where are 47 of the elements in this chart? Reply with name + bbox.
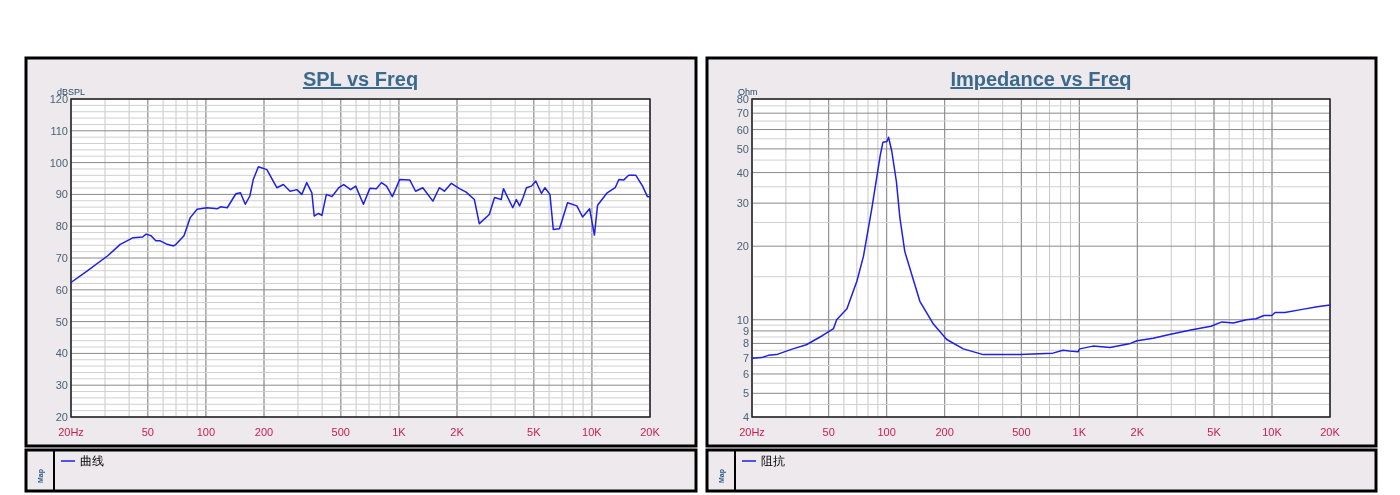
x-tick-label: 50 bbox=[141, 426, 154, 438]
y-tick-label: 100 bbox=[49, 156, 68, 169]
x-tick-label: 5K bbox=[527, 426, 542, 438]
y-tick-label: 9 bbox=[742, 324, 749, 337]
y-tick-label: 50 bbox=[736, 142, 749, 155]
y-tick-label: 110 bbox=[50, 124, 68, 137]
y-tick-label: 30 bbox=[55, 379, 68, 392]
x-tick-label: 200 bbox=[254, 426, 274, 438]
y-tick-label: 60 bbox=[55, 283, 68, 296]
x-tick-label: 100 bbox=[196, 426, 216, 438]
x-tick-label: 1K bbox=[1072, 426, 1087, 438]
y-tick-label: 40 bbox=[736, 166, 749, 179]
y-tick-label: 70 bbox=[736, 107, 749, 120]
y-tick-label: 7 bbox=[742, 351, 749, 364]
y-tick-label: 5 bbox=[742, 387, 749, 400]
x-tick-label: 10K bbox=[582, 426, 603, 438]
x-tick-label: 10K bbox=[1262, 426, 1283, 438]
x-tick-label: 20Hz bbox=[58, 426, 84, 438]
x-tick-label: 100 bbox=[877, 426, 896, 438]
x-tick-label: 2K bbox=[1130, 426, 1145, 438]
y-tick-label: 40 bbox=[55, 347, 68, 360]
y-tick-label: 60 bbox=[736, 123, 749, 136]
legend-label: 阻抗 bbox=[761, 454, 785, 468]
x-tick-label: 20Hz bbox=[739, 426, 765, 438]
y-tick-label: 50 bbox=[55, 315, 68, 328]
y-tick-label: 70 bbox=[55, 252, 68, 264]
x-tick-label: 50 bbox=[822, 426, 835, 438]
y-tick-label: 4 bbox=[742, 411, 749, 423]
chart-title: SPL vs Freq bbox=[302, 68, 419, 90]
x-tick-label: 500 bbox=[1012, 426, 1031, 438]
y-tick-label: 30 bbox=[736, 197, 749, 210]
chart-title: Impedance vs Freq bbox=[950, 68, 1132, 90]
y-tick-label: 10 bbox=[736, 313, 749, 326]
x-tick-label: 1K bbox=[392, 426, 407, 438]
x-tick-label: 5K bbox=[1207, 426, 1222, 438]
x-tick-label: 200 bbox=[935, 426, 954, 438]
y-tick-label: 6 bbox=[742, 367, 749, 380]
legend-label: 曲线 bbox=[80, 454, 104, 468]
y-tick-label: 90 bbox=[55, 188, 68, 201]
y-tick-label: 20 bbox=[55, 411, 68, 423]
y-tick-label: 80 bbox=[55, 220, 68, 233]
x-tick-label: 2K bbox=[450, 426, 465, 438]
y-tick-label: 8 bbox=[742, 337, 749, 350]
y-tick-label: 20 bbox=[736, 240, 749, 253]
x-tick-label: 20K bbox=[1320, 426, 1341, 438]
x-tick-label: 20K bbox=[640, 426, 661, 438]
x-tick-label: 500 bbox=[331, 426, 350, 438]
